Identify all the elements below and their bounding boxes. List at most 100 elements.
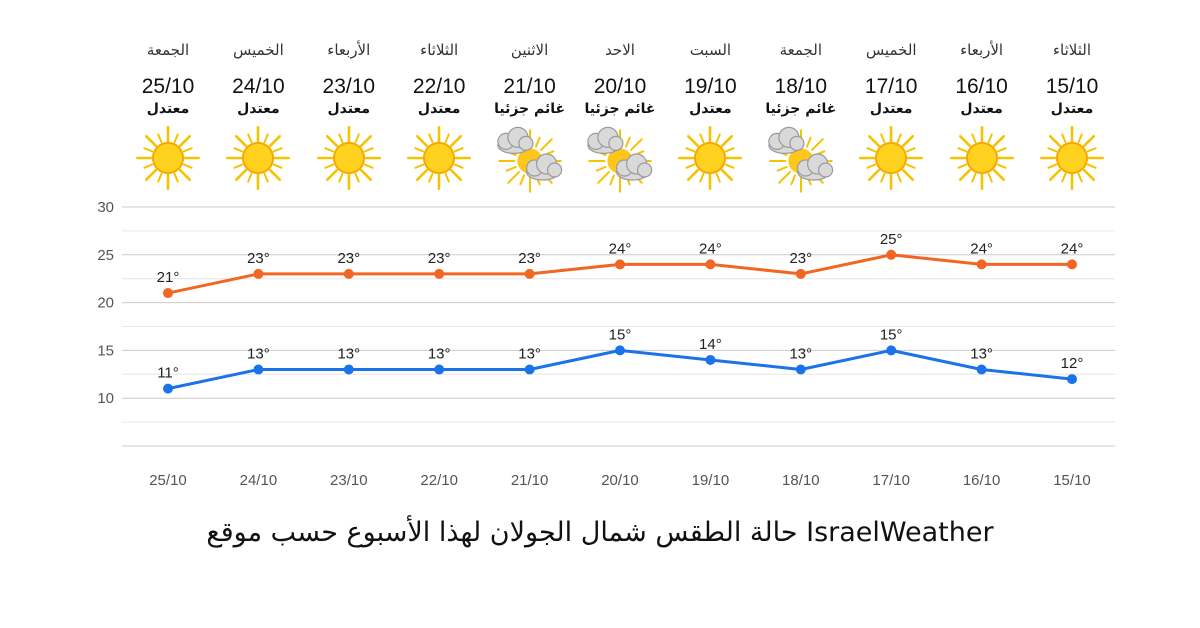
data-label: 11° (157, 365, 179, 382)
x-tick-label: 18/10 (782, 472, 820, 489)
data-point (615, 259, 625, 270)
data-point (343, 268, 354, 279)
x-tick-label: 24/10 (240, 472, 278, 489)
data-point (253, 268, 264, 279)
data-label: 13° (789, 346, 812, 363)
data-label: 13° (428, 346, 451, 363)
data-point (524, 268, 535, 279)
day-date: 21/10 (503, 75, 556, 98)
data-label: 21° (157, 269, 180, 286)
sun-icon (212, 125, 304, 194)
day-name: الجمعة (146, 41, 190, 59)
sun-icon (122, 125, 214, 194)
data-point (976, 259, 987, 270)
data-label: 13° (970, 346, 993, 363)
data-point (1067, 374, 1077, 385)
day-condition: غائم جزئيا (494, 101, 566, 117)
data-point (343, 364, 354, 375)
day-date: 18/10 (774, 75, 828, 98)
series-line (167, 348, 1073, 391)
day-condition: معتدل (960, 101, 1003, 117)
data-label: 15° (880, 326, 903, 343)
data-point (253, 364, 264, 375)
day-name: الأربعاء (960, 41, 1004, 59)
data-label: 15° (609, 326, 632, 343)
day-condition: معتدل (1050, 101, 1094, 117)
y-tick-label: 10 (97, 390, 114, 407)
day-condition: معتدل (689, 101, 732, 117)
sun-icon (845, 125, 937, 194)
data-label: 24° (609, 240, 632, 257)
sun-icon (393, 125, 485, 194)
data-label: 23° (789, 250, 812, 267)
forecast-day: الثلاثاء 22/10 معتدل (393, 40, 485, 194)
data-label: 23° (337, 250, 360, 267)
data-point (976, 364, 987, 375)
x-tick-label: 15/10 (1053, 472, 1091, 489)
data-point (434, 268, 445, 279)
forecast-day: السبت 19/10 معتدل (664, 40, 756, 194)
data-label: 23° (247, 250, 270, 267)
data-label: 24° (1061, 240, 1084, 257)
forecast-strip: الجمعة 25/10 معتدل الخميس 24/10 معتدل الأربعاء… (0, 0, 1200, 200)
day-name: الاثنين (510, 41, 549, 59)
forecast-day: الأربعاء 16/10 معتدل (936, 40, 1028, 194)
sun-icon (664, 125, 756, 194)
day-date: 22/10 (412, 75, 466, 98)
day-name: الأربعاء (327, 41, 371, 59)
day-name: الاحد (605, 41, 635, 59)
forecast-day: الثلاثاء 15/10 معتدل (1026, 40, 1118, 194)
data-point (795, 364, 806, 375)
day-name: الثلاثاء (420, 41, 459, 59)
day-date: 16/10 (955, 75, 1008, 98)
day-condition: معتدل (146, 101, 190, 117)
data-label: 25° (880, 231, 903, 248)
sun-icon (1026, 125, 1118, 194)
day-date: 24/10 (232, 75, 285, 98)
data-point (886, 249, 897, 260)
data-label: 24° (699, 240, 722, 257)
caption: حالة الطقس شمال الجولان لهذا الأسبوع حسب… (206, 517, 994, 548)
data-point (615, 345, 625, 356)
data-point (886, 345, 897, 356)
y-tick-label: 30 (97, 199, 114, 216)
data-label: 24° (970, 240, 993, 257)
day-condition: معتدل (869, 101, 913, 117)
data-label: 23° (428, 250, 451, 267)
day-condition: غائم جزئيا (765, 101, 837, 117)
day-date: 23/10 (322, 75, 376, 98)
day-name: الجمعة (779, 41, 822, 59)
x-tick-label: 16/10 (963, 472, 1001, 489)
temperature-chart: 10 15 20 25 30 25/10 24/10 23/10 22/10 21/10 20/10… (97, 199, 1115, 489)
forecast-day: الخميس 17/10 معتدل (845, 40, 937, 194)
day-date: 17/10 (864, 75, 918, 98)
x-tick-label: 25/10 (149, 472, 187, 489)
data-label: 23° (518, 250, 541, 267)
x-tick-label: 23/10 (330, 472, 368, 489)
data-point (434, 364, 445, 375)
partly-cloudy-icon (574, 126, 666, 200)
x-tick-label: 17/10 (872, 472, 910, 489)
x-tick-label: 20/10 (601, 472, 639, 489)
day-date: 20/10 (593, 75, 647, 98)
day-name: السبت (689, 41, 732, 59)
day-date: 15/10 (1045, 75, 1099, 98)
partly-cloudy-icon (755, 126, 847, 200)
data-label: 13° (337, 346, 360, 363)
partly-cloudy-icon (484, 126, 576, 200)
data-point (1067, 259, 1077, 270)
y-tick-label: 15 (97, 342, 114, 359)
forecast-day: الأربعاء 23/10 معتدل (303, 40, 395, 194)
x-tick-label: 19/10 (692, 472, 730, 489)
day-condition: معتدل (237, 101, 280, 117)
data-point (705, 259, 716, 270)
data-label: 13° (518, 346, 541, 363)
data-label: 12° (1061, 355, 1084, 372)
day-name: الثلاثاء (1052, 41, 1091, 59)
sun-icon (936, 125, 1028, 194)
day-condition: معتدل (327, 101, 371, 117)
x-tick-label: 22/10 (420, 472, 458, 489)
data-point (524, 364, 535, 375)
forecast-day: الجمعة 25/10 معتدل (122, 40, 214, 194)
data-point (163, 383, 173, 394)
